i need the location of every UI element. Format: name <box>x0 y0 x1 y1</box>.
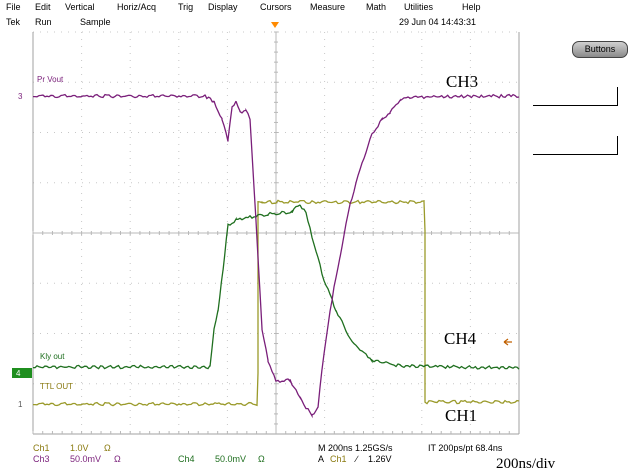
ch1-trace <box>33 199 520 407</box>
waveform-display: Pr Vout 3 Kly out 4 TTL OUT 1 <box>12 31 520 435</box>
ch3-readout-name: Ch3 <box>33 454 50 464</box>
side-panel-line-1 <box>533 87 618 106</box>
ch1-readout-scale: 1.0V <box>70 443 89 453</box>
menu-vertical[interactable]: Vertical <box>65 2 95 12</box>
ch1-readout-name: Ch1 <box>33 443 50 453</box>
ch3-annotation: CH3 <box>446 72 479 91</box>
ch3-readout-impedance: Ω <box>114 454 121 464</box>
datetime: 29 Jun 04 14:43:31 <box>399 17 477 27</box>
ch1-label: TTL OUT <box>40 382 73 391</box>
menu-utilities[interactable]: Utilities <box>404 2 434 12</box>
graticule <box>32 31 520 435</box>
brand-label: Tek <box>6 17 21 27</box>
run-status: Run <box>35 17 52 27</box>
ch4-ground-marker-box <box>12 368 32 378</box>
ch4-readout-name: Ch4 <box>178 454 195 464</box>
ch4-label: Kly out <box>40 352 65 361</box>
menu-measure[interactable]: Measure <box>310 2 346 12</box>
ch4-ground-marker: 4 <box>16 369 21 378</box>
ch4-annotation: CH4 <box>444 329 477 348</box>
ch3-label: Pr Vout <box>37 75 64 84</box>
ch4-trace <box>32 204 520 370</box>
trigger-position-icon <box>271 22 279 28</box>
horizontal-readout: M 200ns 1.25GS/s <box>318 443 393 453</box>
menu-file[interactable]: File <box>6 2 21 12</box>
timebase-annotation: 200ns/div <box>496 456 556 472</box>
menu-help[interactable]: Help <box>462 2 481 12</box>
menu-display[interactable]: Display <box>208 2 238 12</box>
side-panel-line-2 <box>533 136 618 155</box>
ch4-offset-arrow-icon <box>503 338 512 346</box>
ch3-ground-marker: 3 <box>18 92 23 101</box>
ch3-trace <box>33 93 520 419</box>
ch4-readout-scale: 50.0mV <box>215 454 247 464</box>
trigger-prefix: A <box>318 454 325 464</box>
acquisition-mode: Sample <box>80 17 111 27</box>
menu-bar: File Edit Vertical Horiz/Acq Trig Displa… <box>0 0 628 15</box>
trigger-slope-icon: ∕ <box>356 454 358 464</box>
menu-edit[interactable]: Edit <box>35 2 51 12</box>
ch1-annotation: CH1 <box>445 406 478 425</box>
menu-cursors[interactable]: Cursors <box>260 2 292 12</box>
menu-trig[interactable]: Trig <box>178 2 194 12</box>
menu-math[interactable]: Math <box>366 2 387 12</box>
trigger-level: 1.26V <box>368 454 392 464</box>
ch4-readout-impedance: Ω <box>258 454 265 464</box>
menu-horiz-acq[interactable]: Horiz/Acq <box>117 2 157 12</box>
ch1-readout-impedance: Ω <box>104 443 111 453</box>
ch1-ground-marker: 1 <box>18 400 23 409</box>
ch3-readout-scale: 50.0mV <box>70 454 102 464</box>
trigger-source: Ch1 <box>330 454 347 464</box>
interpolation-readout: IT 200ps/pt 68.4ns <box>428 443 503 453</box>
